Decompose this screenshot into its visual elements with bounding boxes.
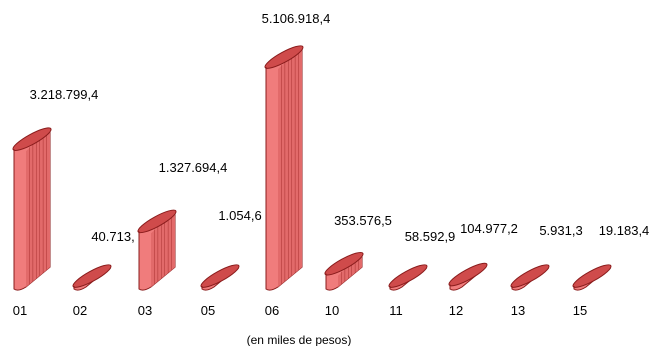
category-label: 05 <box>201 303 215 318</box>
bar-side <box>151 211 175 287</box>
bar <box>324 251 364 291</box>
category-label: 01 <box>13 303 27 318</box>
category-label: 12 <box>449 303 463 318</box>
value-label: 58.592,9 <box>405 229 456 244</box>
bar <box>200 264 240 291</box>
bar-top <box>388 264 428 288</box>
category-label: 03 <box>138 303 152 318</box>
category-label: 13 <box>511 303 525 318</box>
bar-side <box>26 129 50 287</box>
bar-side <box>278 47 302 288</box>
value-label: 104.977,2 <box>460 221 518 236</box>
category-label: 10 <box>325 303 339 318</box>
bar-top <box>510 264 550 288</box>
bar-top <box>572 264 612 288</box>
bar <box>388 264 428 291</box>
value-label: 1.327.694,4 <box>159 160 228 175</box>
value-label: 1.054,6 <box>218 208 261 223</box>
bar-top <box>324 251 364 276</box>
category-label: 15 <box>573 303 587 318</box>
value-label: 40.713, <box>91 229 134 244</box>
category-label: 11 <box>389 303 403 318</box>
value-label: 3.218.799,4 <box>30 87 99 102</box>
bar <box>137 209 177 291</box>
category-label: 02 <box>73 303 87 318</box>
value-label: 19.183,4 <box>599 223 650 238</box>
bar-top <box>264 45 304 69</box>
bar-top <box>72 264 112 288</box>
bar-top <box>448 262 488 287</box>
value-label: 353.576,5 <box>334 213 392 228</box>
category-label: 06 <box>265 303 279 318</box>
bar <box>72 264 112 291</box>
bars-group <box>12 45 612 291</box>
bar <box>12 127 52 291</box>
bar-top <box>200 264 240 288</box>
category-ticks-group: 01 02 03 05 06 10 11 12 13 15 <box>13 303 587 318</box>
bar-top <box>12 127 52 151</box>
bar <box>264 45 304 291</box>
bar-top <box>137 209 177 234</box>
bar <box>448 262 488 291</box>
bar <box>510 264 550 291</box>
value-label: 5.931,3 <box>539 223 582 238</box>
x-axis-label: (en miles de pesos) <box>247 333 352 346</box>
bar <box>572 264 612 291</box>
value-label: 5.106.918,4 <box>262 11 331 26</box>
value-labels-group: 3.218.799,4 40.713, 1.327.694,4 1.054,6 5.10… <box>30 11 650 244</box>
